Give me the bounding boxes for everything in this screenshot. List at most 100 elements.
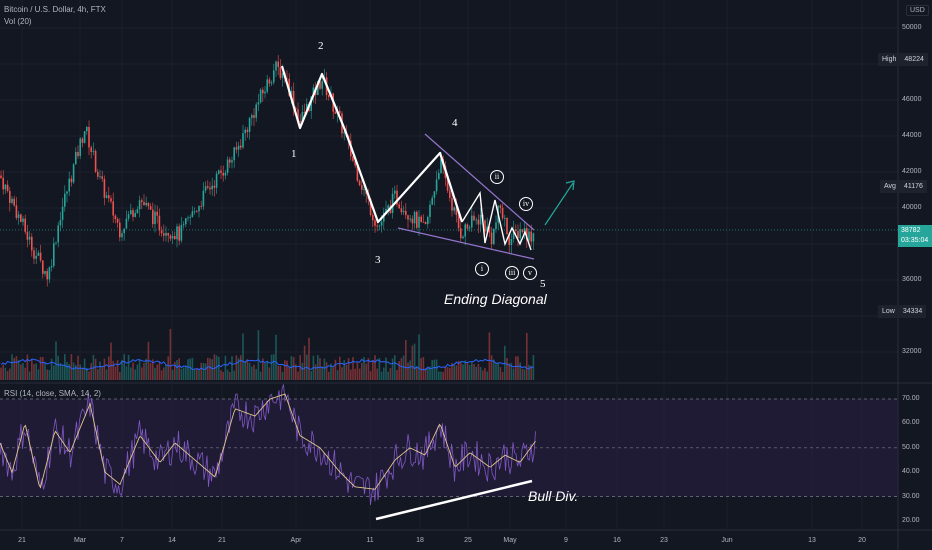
volume-bar xyxy=(42,357,44,380)
candle-body xyxy=(273,70,275,83)
volume-bar xyxy=(499,367,502,380)
candle-body xyxy=(376,225,378,227)
candle-body xyxy=(508,234,510,246)
candle-body xyxy=(361,185,363,190)
candle-body xyxy=(154,211,156,225)
volume-bar xyxy=(486,371,488,380)
volume-bar xyxy=(471,361,473,380)
volume-bar xyxy=(389,368,392,380)
candle-body xyxy=(433,191,436,198)
candle-body xyxy=(455,207,458,216)
volume-bar xyxy=(37,369,40,380)
candle-body xyxy=(213,185,216,188)
volume-bar xyxy=(488,332,491,380)
rsi-indicator-label[interactable]: RSI (14, close, SMA, 14, 2) xyxy=(4,389,101,398)
volume-bar xyxy=(332,367,334,380)
candle-body xyxy=(88,126,90,148)
volume-bar xyxy=(154,367,156,380)
candle-body xyxy=(255,104,257,118)
candle-body xyxy=(158,215,161,231)
candle-body xyxy=(317,80,319,95)
volume-bar xyxy=(242,333,244,380)
volume-bar xyxy=(387,371,389,380)
volume-bar xyxy=(158,361,161,380)
candle-body xyxy=(420,216,422,222)
candle-body xyxy=(532,233,535,242)
candle-body xyxy=(200,206,202,207)
volume-bar xyxy=(83,358,86,380)
currency-button[interactable]: USD xyxy=(906,5,929,16)
candle-body xyxy=(424,221,427,225)
candle-body xyxy=(218,170,220,174)
volume-bar xyxy=(358,368,361,380)
volume-bar xyxy=(160,370,163,380)
price-tick-label: 32000 xyxy=(902,348,922,355)
candle-body xyxy=(240,145,242,148)
volume-bar xyxy=(528,364,530,380)
rsi-tick-label: 40.00 xyxy=(902,468,920,476)
candle-body xyxy=(134,212,136,217)
candle-body xyxy=(44,271,46,274)
volume-bar xyxy=(308,337,310,380)
volume-bar xyxy=(275,334,277,380)
volume-bar xyxy=(380,371,383,380)
candle-body xyxy=(244,129,246,134)
volume-indicator-label[interactable]: Vol (20) xyxy=(4,17,32,26)
candle-body xyxy=(176,226,178,240)
time-tick-label: 20 xyxy=(858,537,866,544)
candle-body xyxy=(468,227,471,229)
volume-bar xyxy=(442,371,444,380)
candle-body xyxy=(17,214,20,218)
candle-body xyxy=(264,91,266,94)
volume-bar xyxy=(240,355,242,380)
time-tick-label: 25 xyxy=(464,537,472,544)
subwave-label-v: v xyxy=(523,266,537,280)
candle-body xyxy=(277,61,279,67)
candle-body xyxy=(251,115,253,119)
volume-bar xyxy=(530,365,532,380)
volume-bar xyxy=(0,367,2,380)
candle-body xyxy=(39,252,42,261)
candle-body xyxy=(132,210,134,217)
volume-bar xyxy=(24,367,26,380)
subwave-label-iii: iii xyxy=(505,266,519,280)
symbol-title[interactable]: Bitcoin / U.S. Dollar, 4h, FTX xyxy=(4,5,106,14)
volume-bar xyxy=(506,358,508,380)
volume-bar xyxy=(295,364,297,380)
volume-bar xyxy=(398,361,400,380)
volume-bar xyxy=(281,371,284,380)
time-tick-label: 23 xyxy=(660,537,668,544)
candle-body xyxy=(0,175,2,178)
volume-bar xyxy=(292,357,295,380)
volume-bar xyxy=(270,354,273,380)
candle-body xyxy=(53,243,55,267)
volume-bar xyxy=(108,356,110,380)
price-tick-label: 42000 xyxy=(902,168,922,175)
candle-body xyxy=(328,95,330,97)
candle-body xyxy=(352,156,354,161)
volume-bar xyxy=(435,359,438,380)
time-tick-label: 18 xyxy=(416,537,424,544)
volume-bar xyxy=(473,364,475,380)
volume-bar xyxy=(248,362,251,380)
candle-body xyxy=(193,211,196,213)
volume-bar xyxy=(394,355,396,380)
candle-body xyxy=(319,80,321,89)
candle-body xyxy=(411,218,414,224)
volume-bar xyxy=(396,370,398,380)
candle-body xyxy=(75,152,77,165)
candle-body xyxy=(486,226,488,232)
volume-bar xyxy=(297,371,299,380)
volume-bar xyxy=(369,371,372,380)
volume-bar xyxy=(521,368,524,380)
volume-bar xyxy=(400,358,403,380)
volume-bar xyxy=(427,367,429,380)
volume-bar xyxy=(35,363,37,380)
volume-bar xyxy=(484,367,486,380)
candle-body xyxy=(99,176,101,178)
candle-body xyxy=(81,138,84,143)
candle-body xyxy=(224,172,227,176)
volume-bar xyxy=(28,371,31,380)
volume-bar xyxy=(334,359,337,380)
